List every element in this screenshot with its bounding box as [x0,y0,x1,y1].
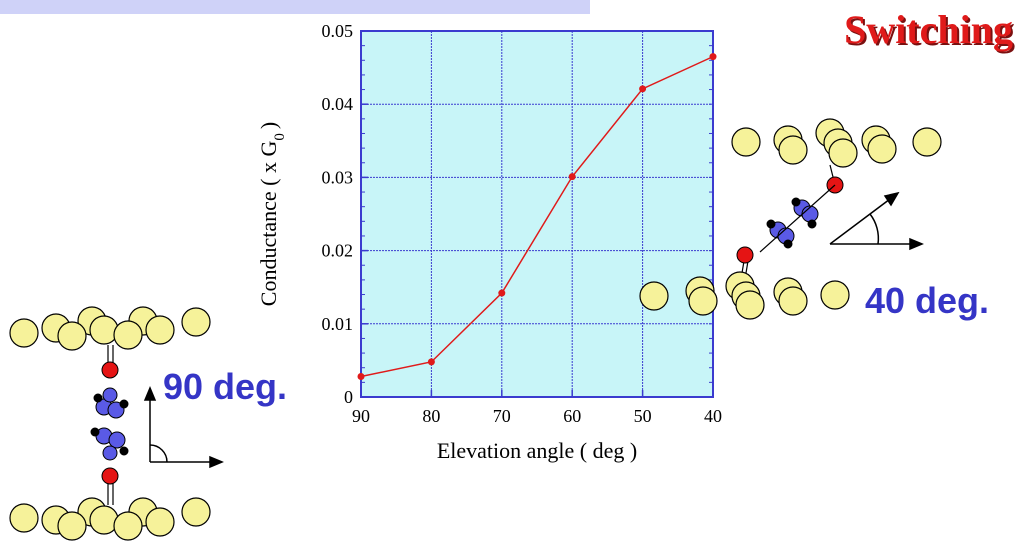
x-tick-label: 80 [422,406,440,426]
data-point [709,53,717,61]
data-point [427,358,435,366]
y-tick-label: 0.01 [322,314,354,334]
x-tick-label: 60 [563,406,581,426]
x-tick-label: 90 [352,406,370,426]
page-title: Switching [844,7,1013,52]
angle-indicator-90 [143,386,224,469]
angle-label-40: 40 deg. [865,280,990,321]
x-tick-label: 40 [704,406,722,426]
data-point [498,289,506,297]
oxygen-atom [101,361,119,379]
gold-electrode-bottom [9,497,211,541]
molecular-wire-tilted [739,164,836,286]
plot-area [360,30,714,398]
x-tick-label: 70 [493,406,511,426]
data-point [357,373,365,381]
y-tick-label: 0 [344,387,353,407]
y-tick-label: 0.03 [322,167,354,187]
tick-labels: 90 80 70 60 50 40 0 0.01 0.02 0.03 0.04 0.05 [322,21,723,426]
y-axis-label: Conductance ( x G0) [256,122,288,306]
data-points [357,53,717,381]
molecule-40-deg [639,118,942,320]
x-axis-label: Elevation angle ( deg ) [437,438,637,463]
benzene-ring [90,387,129,461]
y-tick-label: 0.04 [322,94,354,114]
ring-bond [759,184,836,253]
series-line [360,55,714,378]
data-point [568,173,576,181]
gold-electrode-top [9,306,211,351]
gold-electrode-bottom-tilted [639,271,850,320]
y-tick-label: 0.05 [322,21,354,41]
x-tick-label: 50 [634,406,652,426]
y-tick-label: 0.02 [322,241,354,261]
angle-indicator-40 [829,191,924,251]
oxygen-atom [101,467,119,485]
data-point [639,85,647,93]
chart: 90 80 70 60 50 40 0 0.01 0.02 0.03 0.04 0.05 Elevat… [256,21,722,463]
oxygen-atom [736,246,754,264]
molecule-90-deg [9,306,224,541]
grid [361,31,713,397]
angle-label-90: 90 deg. [163,366,288,407]
gold-electrode-top-tilted [731,118,942,168]
header-banner [0,0,590,14]
